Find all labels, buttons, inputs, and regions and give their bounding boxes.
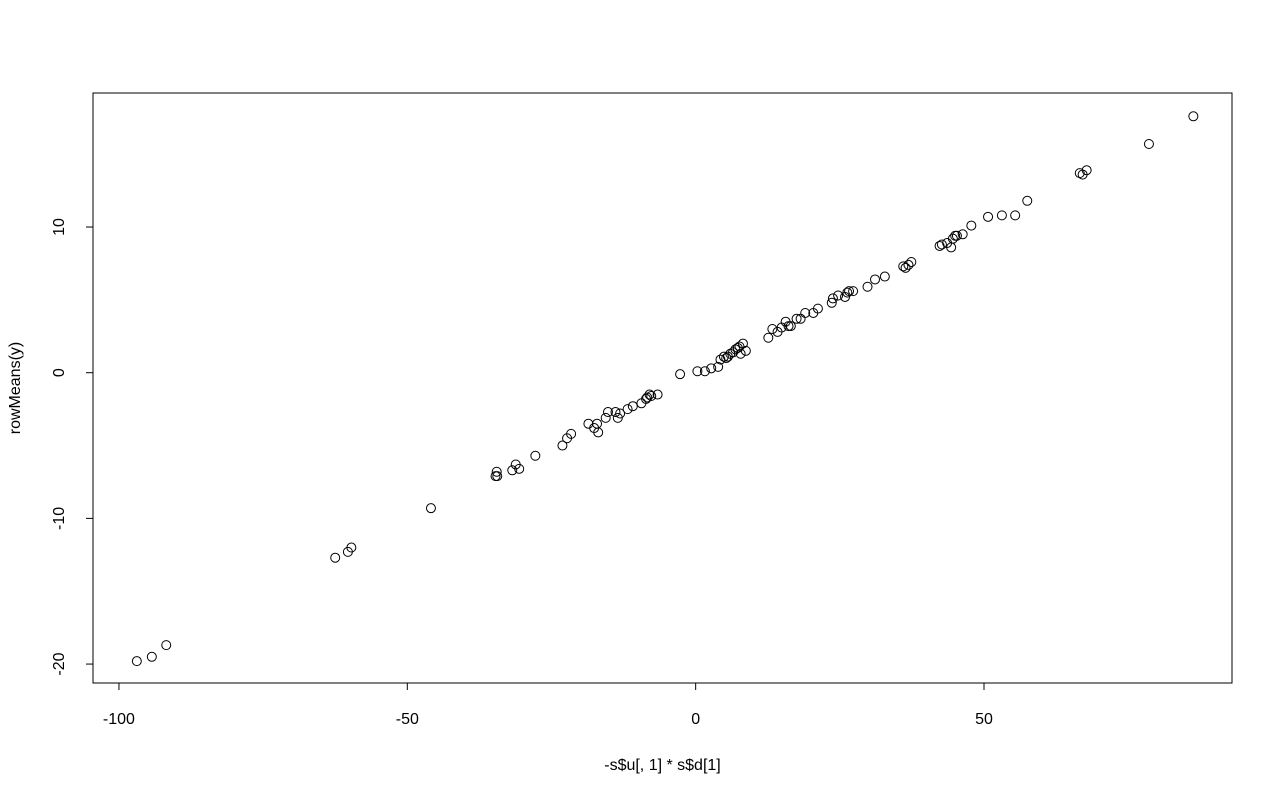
data-point [600, 412, 611, 423]
data-point [491, 466, 502, 477]
data-point [652, 389, 663, 400]
x-axis: -100 -50 0 50 [103, 682, 993, 728]
data-point [983, 211, 994, 222]
data-point [642, 392, 653, 403]
data-point [627, 401, 638, 412]
data-point [593, 427, 604, 438]
data-point [906, 256, 917, 267]
x-tick-label: -50 [396, 711, 419, 728]
data-point [996, 210, 1007, 221]
x-tick-label: -100 [103, 711, 135, 728]
x-axis-label: -s$u[, 1] * s$d[1] [604, 757, 721, 774]
data-point [783, 321, 794, 332]
data-point [737, 338, 748, 349]
data-point [966, 220, 977, 231]
data-point [713, 361, 724, 372]
data-point [530, 450, 541, 461]
data-point [827, 293, 838, 304]
y-tick-label: 0 [51, 368, 68, 377]
data-point [610, 407, 621, 418]
data-point [826, 297, 837, 308]
data-point [644, 389, 655, 400]
data-point [425, 503, 436, 514]
data-point [842, 287, 853, 298]
data-point [900, 262, 911, 273]
data-point [1074, 168, 1085, 179]
data-point [675, 369, 686, 380]
data-point [699, 366, 710, 377]
x-tick-label: 0 [691, 711, 700, 728]
data-point [615, 408, 626, 419]
y-tick-label: -20 [51, 652, 68, 675]
data-point [763, 332, 774, 343]
data-point [718, 351, 729, 362]
data-point [735, 348, 746, 359]
data-point [848, 286, 859, 297]
data-point [514, 463, 525, 474]
data-point [557, 440, 568, 451]
data-point [1010, 210, 1021, 221]
data-point [936, 239, 947, 250]
data-point [740, 345, 751, 356]
data-point [330, 552, 341, 563]
data-point [898, 261, 909, 272]
data-point [583, 418, 594, 429]
y-axis: -20 -10 0 10 [51, 218, 94, 676]
data-point [879, 271, 890, 282]
data-point [800, 307, 811, 318]
y-tick-label: -10 [51, 507, 68, 530]
data-point [715, 354, 726, 365]
data-point [791, 313, 802, 324]
data-point [507, 465, 518, 476]
data-point [706, 363, 717, 374]
data-point [785, 321, 796, 332]
data-point [812, 303, 823, 314]
data-point [951, 230, 962, 241]
data-point [492, 471, 503, 482]
data-point [844, 286, 855, 297]
data-point [131, 656, 142, 667]
plot-frame [92, 92, 1233, 684]
data-point [862, 281, 873, 292]
data-point [934, 240, 945, 251]
y-tick-label: 10 [51, 218, 68, 236]
data-point [646, 391, 657, 402]
data-point [1188, 111, 1199, 122]
data-point [1022, 195, 1033, 206]
data-point [146, 651, 157, 662]
data-point [767, 324, 778, 334]
data-point [346, 542, 357, 553]
data-point [1143, 138, 1154, 149]
data-point [566, 428, 577, 439]
data-point [161, 640, 172, 651]
data-point [692, 366, 703, 377]
data-point [903, 259, 914, 270]
data-point [833, 290, 844, 301]
data-points [131, 111, 1199, 667]
x-tick-label: 50 [975, 711, 993, 728]
data-point [622, 404, 633, 415]
data-point [603, 407, 614, 418]
data-point [957, 229, 968, 240]
data-point [870, 274, 881, 285]
data-point [1081, 165, 1092, 176]
y-axis-label: rowMeans(y) [7, 342, 24, 434]
